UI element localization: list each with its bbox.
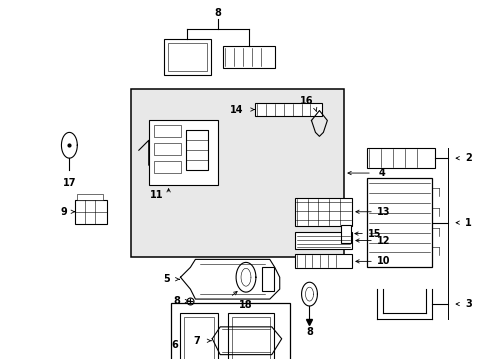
Bar: [366, 178, 431, 267]
Text: 4: 4: [378, 168, 385, 178]
Text: 8: 8: [173, 296, 180, 306]
Text: 6: 6: [171, 340, 178, 350]
Text: 15: 15: [367, 229, 381, 239]
Text: 5: 5: [163, 274, 170, 284]
Bar: [262, 267, 273, 291]
Bar: [232, 317, 269, 360]
Text: 10: 10: [376, 256, 390, 266]
Text: 16: 16: [299, 96, 313, 105]
Bar: [294, 231, 351, 249]
Text: 2: 2: [464, 153, 470, 163]
Text: 8: 8: [305, 327, 312, 337]
Text: 9: 9: [60, 207, 67, 217]
Text: 12: 12: [376, 235, 390, 246]
Text: 1: 1: [464, 218, 470, 228]
Bar: [153, 125, 181, 137]
Bar: [153, 143, 181, 155]
Bar: [366, 148, 434, 168]
Bar: [131, 89, 344, 257]
Bar: [163, 39, 211, 75]
Text: 18: 18: [239, 300, 252, 310]
Bar: [341, 225, 350, 243]
Text: 8: 8: [214, 8, 221, 18]
Bar: [77, 194, 103, 200]
Bar: [254, 103, 322, 117]
Bar: [184, 317, 214, 360]
Text: 7: 7: [193, 336, 199, 346]
Bar: [180, 313, 218, 360]
Text: 14: 14: [230, 104, 244, 114]
Text: 11: 11: [150, 190, 163, 200]
Text: 13: 13: [376, 207, 390, 217]
Bar: [186, 130, 208, 170]
Bar: [170, 303, 289, 360]
Bar: [167, 43, 207, 71]
Bar: [153, 161, 181, 173]
Bar: [223, 46, 274, 68]
Text: 17: 17: [62, 178, 76, 188]
Bar: [75, 200, 107, 224]
Text: 3: 3: [464, 299, 470, 309]
Bar: [294, 198, 351, 226]
Bar: [294, 255, 351, 268]
Bar: [148, 121, 218, 185]
Bar: [228, 313, 273, 360]
